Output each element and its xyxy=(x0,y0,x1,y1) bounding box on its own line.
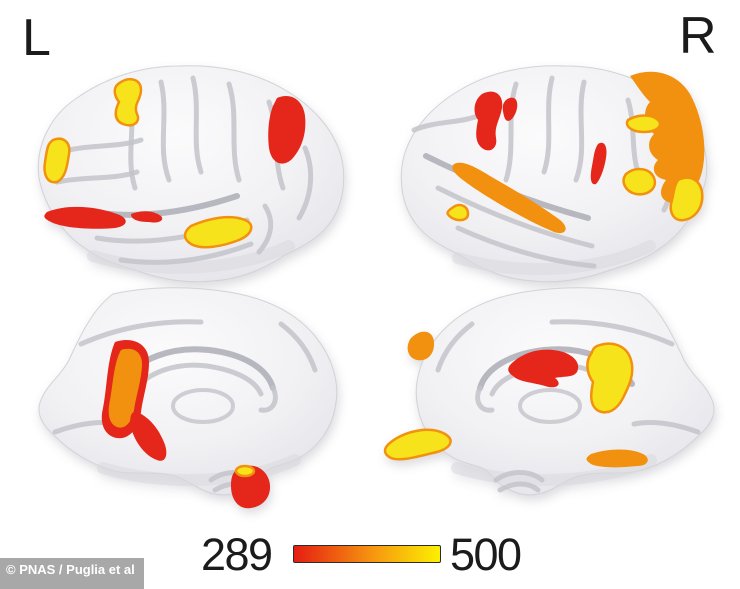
brain-left-lateral-image xyxy=(37,65,345,283)
brain-panel-left-lateral xyxy=(33,60,355,288)
right-hemisphere-label: R xyxy=(679,7,717,65)
activation-lateral-frontal-yellow xyxy=(43,137,71,184)
activation-patches xyxy=(43,78,306,249)
activation-superior-temporal-orange xyxy=(452,162,566,234)
activation-central-sulcus-red xyxy=(474,91,503,151)
activation-frontal-yellow-3 xyxy=(669,176,704,222)
activation-inferior-frontal-red xyxy=(44,206,126,229)
activation-superior-frontal-yellow xyxy=(113,78,143,127)
brain-right-lateral-image xyxy=(400,65,708,283)
left-hemisphere-label: L xyxy=(22,9,51,67)
activation-patches xyxy=(446,71,705,234)
activation-occipitotemporal-yellow xyxy=(446,203,470,222)
brain-panel-left-medial xyxy=(33,284,347,516)
activation-central-sulcus-red-branch xyxy=(502,97,518,121)
activation-sylvian-red xyxy=(131,211,163,223)
activation-precuneus-orange xyxy=(108,348,143,428)
activation-patches xyxy=(101,340,271,509)
colorbar-max-label: 500 xyxy=(450,529,522,580)
colorbar-gradient xyxy=(293,545,441,563)
activation-supramarginal-red xyxy=(590,142,607,185)
activation-parahippocampal-orange xyxy=(586,449,648,468)
brain-right-medial-image xyxy=(383,287,715,496)
activation-cingulate-red xyxy=(508,349,579,388)
activation-precuneus-yellow xyxy=(586,342,634,414)
activation-frontal-yellow-1 xyxy=(625,114,662,134)
activation-inferior-temporal-yellow xyxy=(183,215,253,249)
colorbar-min-label: 289 xyxy=(201,529,273,580)
activation-patches xyxy=(383,331,648,468)
activation-superior-frontal-orange xyxy=(407,331,435,361)
brain-left-medial-image xyxy=(38,287,338,509)
activation-frontal-pole-orange xyxy=(630,71,705,203)
activation-calcarine-red xyxy=(130,411,167,461)
credit-watermark: © PNAS / Puglia et al xyxy=(0,558,144,589)
brain-panel-right-medial xyxy=(371,284,723,516)
activation-parietal-red xyxy=(268,96,306,164)
activation-medial-temporal-yellow-spot xyxy=(234,464,256,478)
brain-silhouette xyxy=(37,65,345,283)
brain-panel-right-lateral xyxy=(377,60,713,288)
activation-orbitofrontal-yellow xyxy=(383,428,452,461)
activation-frontal-yellow-2 xyxy=(622,167,657,196)
